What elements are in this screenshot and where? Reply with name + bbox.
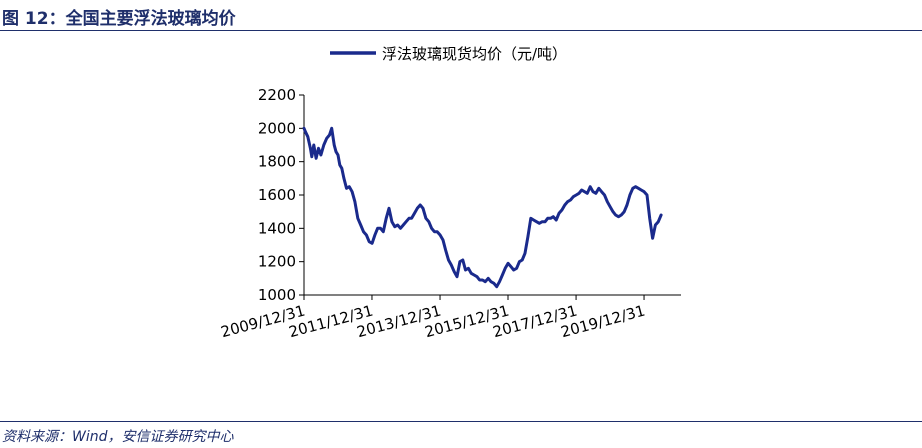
source-note: 资料来源：Wind，安信证券研究中心 (2, 429, 234, 445)
price-line-chart: 浮法玻璃现货均价（元/吨） 1000 1200 1400 1600 1800 2000 22… (219, 45, 681, 341)
figure-header: 图 12：全国主要浮法玻璃均价 (0, 0, 922, 31)
footer-divider (0, 421, 922, 422)
y-tick-label: 2000 (258, 119, 296, 137)
series-layer (302, 126, 663, 289)
chart-legend: 浮法玻璃现货均价（元/吨） (330, 45, 567, 63)
y-tick-label: 1000 (258, 286, 296, 304)
y-tick-label: 2200 (258, 86, 296, 104)
y-axis: 1000 1200 1400 1600 1800 2000 2200 (258, 86, 305, 304)
series-line (302, 126, 663, 289)
figure-title: 图 12：全国主要浮法玻璃均价 (2, 9, 236, 29)
y-tick-label: 1600 (258, 186, 296, 204)
legend-label: 浮法玻璃现货均价（元/吨） (382, 45, 567, 63)
y-tick-label: 1200 (258, 253, 296, 271)
y-tick-label: 1800 (258, 153, 296, 171)
y-tick-label: 1400 (258, 219, 296, 237)
